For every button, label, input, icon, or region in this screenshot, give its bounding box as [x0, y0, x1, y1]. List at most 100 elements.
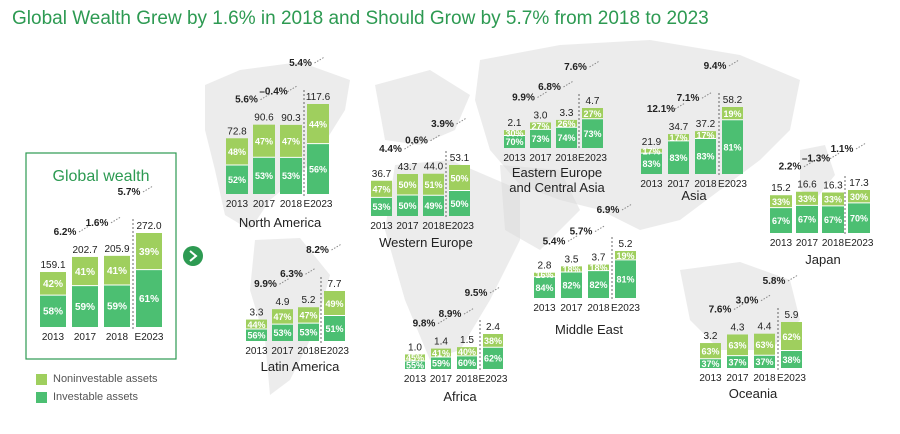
growth-label-3-0: 9.9% — [512, 92, 535, 103]
growth-label-3-2: 7.6% — [564, 62, 587, 73]
total-label-8-0: 1.0 — [408, 342, 422, 353]
data-label-investable-1-3: 56% — [309, 164, 327, 174]
data-label-investable-8-2: 60% — [458, 358, 476, 368]
bar-investable-6-1 — [272, 324, 293, 341]
data-label-noninvestable-1-3: 44% — [309, 119, 327, 129]
growth-arrow-9-2 — [787, 274, 799, 282]
data-label-investable-4-0: 83% — [642, 159, 660, 169]
data-label-investable-9-0: 37% — [701, 359, 719, 369]
next-region-button[interactable] — [183, 246, 203, 266]
bar-investable-9-2 — [754, 355, 775, 368]
bar-investable-2-3 — [449, 190, 470, 216]
data-label-noninvestable-5-0: 33% — [772, 197, 790, 207]
data-label-noninvestable-9-0: 63% — [701, 346, 719, 356]
bar-investable-4-3 — [722, 119, 743, 174]
data-label-noninvestable-4-3: 19% — [723, 109, 741, 119]
total-label-4-3: 58.2 — [723, 95, 743, 106]
bar-noninvestable-0-0 — [40, 272, 66, 296]
data-label-investable-0-2: 59% — [107, 302, 127, 313]
bar-noninvestable-1-2 — [280, 124, 302, 158]
tick-label-2-1: 2017 — [396, 221, 419, 232]
bar-investable-8-2 — [457, 355, 477, 369]
bar-investable-9-0 — [700, 358, 721, 368]
data-label-investable-5-2: 67% — [824, 215, 842, 225]
growth-arrow-3-1 — [563, 80, 574, 88]
growth-label-2-1: 0.6% — [405, 136, 428, 147]
tick-label-5-0: 2013 — [770, 238, 793, 249]
growth-label-6-2: 8.2% — [306, 245, 329, 256]
legend-label-investable: Investable assets — [53, 391, 138, 403]
legend-noninvestable: Noninvestable assets — [36, 373, 158, 385]
bar-noninvestable-6-0 — [246, 319, 267, 329]
growth-arrow-2-2 — [456, 117, 467, 125]
total-label-1-1: 90.6 — [254, 113, 274, 124]
bar-investable-4-1 — [668, 140, 689, 174]
data-label-investable-2-2: 49% — [424, 201, 442, 211]
bar-noninvestable-3-0 — [504, 130, 525, 136]
data-label-noninvestable-2-3: 50% — [450, 173, 468, 183]
bar-investable-8-1 — [431, 356, 451, 369]
bar-noninvestable-5-3 — [848, 190, 870, 203]
bar-noninvestable-3-2 — [556, 119, 577, 128]
growth-label-9-0: 7.6% — [709, 304, 732, 315]
data-label-investable-7-3: 81% — [616, 274, 634, 284]
total-label-6-1: 4.9 — [276, 297, 290, 308]
bar-noninvestable-9-3 — [781, 322, 802, 351]
growth-label-7-2: 6.9% — [597, 205, 620, 216]
growth-arrow-6-0 — [279, 277, 290, 285]
bar-investable-6-0 — [246, 329, 267, 341]
total-label-2-0: 36.7 — [372, 169, 392, 180]
bar-noninvestable-4-1 — [668, 134, 689, 141]
tick-label-9-1: 2017 — [726, 373, 749, 384]
data-label-investable-2-0: 53% — [372, 202, 390, 212]
tick-label-8-3: E2023 — [479, 374, 508, 385]
total-label-5-0: 15.2 — [771, 183, 791, 194]
growth-label-6-1: 6.3% — [280, 269, 303, 280]
data-label-investable-9-1: 37% — [728, 357, 746, 367]
total-label-0-3: 272.0 — [136, 221, 161, 232]
bar-investable-3-2 — [556, 127, 577, 148]
bar-noninvestable-0-1 — [72, 256, 98, 286]
map-landmass-3 — [385, 160, 520, 360]
growth-label-8-0: 9.8% — [413, 319, 436, 330]
data-label-investable-1-2: 53% — [282, 171, 300, 181]
bar-investable-5-3 — [848, 202, 870, 233]
data-label-investable-8-3: 62% — [484, 354, 502, 364]
global-wealth-panel — [25, 152, 177, 360]
growth-arrow-8-0 — [437, 317, 449, 325]
bar-noninvestable-6-3 — [324, 291, 345, 316]
growth-arrow-8-1 — [463, 307, 475, 315]
data-label-noninvestable-4-1: 17% — [669, 133, 687, 143]
total-label-5-2: 16.3 — [823, 180, 843, 191]
tick-label-1-0: 2013 — [226, 199, 249, 210]
tick-label-4-3: E2023 — [718, 179, 747, 190]
data-label-noninvestable-0-0: 42% — [43, 279, 63, 290]
region-label-1: North America — [239, 215, 322, 230]
bar-noninvestable-9-0 — [700, 343, 721, 359]
bar-investable-0-2 — [104, 285, 130, 327]
data-label-investable-7-2: 82% — [589, 280, 607, 290]
bar-noninvestable-7-3 — [615, 251, 636, 260]
data-label-noninvestable-7-2: 18% — [589, 263, 607, 273]
total-label-4-1: 34.7 — [669, 122, 689, 133]
bar-investable-3-0 — [504, 135, 525, 148]
bar-investable-7-3 — [615, 259, 636, 298]
data-label-noninvestable-9-2: 63% — [755, 340, 773, 350]
growth-label-2-2: 3.9% — [431, 119, 454, 130]
bar-noninvestable-1-0 — [226, 138, 248, 166]
bar-noninvestable-9-1 — [727, 334, 748, 356]
tick-label-7-3: E2023 — [611, 303, 640, 314]
growth-label-1-1: –0.4% — [259, 87, 287, 98]
legend-label-noninvestable: Noninvestable assets — [53, 373, 158, 385]
growth-arrow-0-0 — [78, 225, 90, 233]
data-label-noninvestable-7-1: 18% — [562, 265, 580, 275]
growth-label-4-1: 7.1% — [677, 93, 700, 104]
bar-investable-0-3 — [136, 269, 162, 327]
data-label-noninvestable-0-1: 41% — [75, 267, 95, 278]
map-landmass-2 — [375, 70, 470, 145]
tick-label-0-0: 2013 — [42, 332, 65, 343]
region-label-3-1: and Central Asia — [509, 180, 605, 195]
total-label-8-2: 1.5 — [460, 335, 474, 346]
region-label-7: Middle East — [555, 322, 623, 337]
bar-noninvestable-0-2 — [104, 255, 130, 286]
